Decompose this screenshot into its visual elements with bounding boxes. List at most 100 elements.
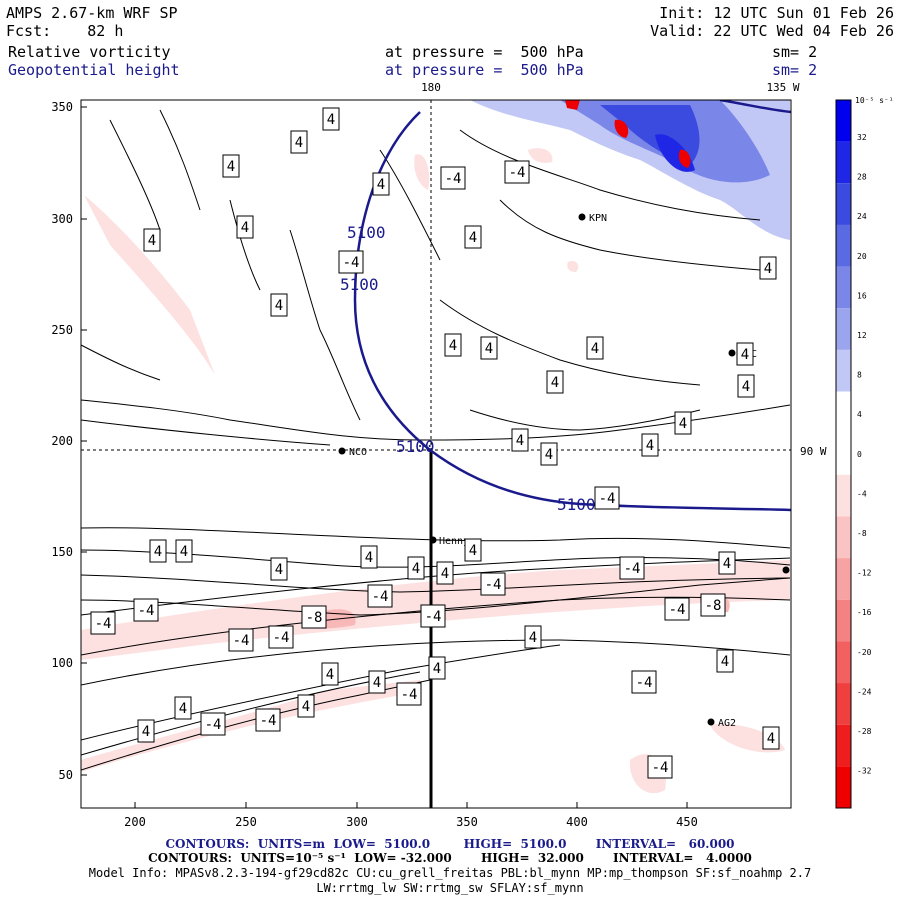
svg-text:4: 4 xyxy=(241,220,249,236)
vorticity-label: 4 xyxy=(674,411,692,435)
svg-text:-8: -8 xyxy=(306,610,323,626)
svg-text:4: 4 xyxy=(180,544,188,560)
lon-label-135w: 135 W xyxy=(766,81,799,94)
station-dot xyxy=(429,536,437,544)
height-contour-5100-north xyxy=(719,100,791,114)
vorticity-label: -4 xyxy=(133,598,159,622)
svg-text:-4: -4 xyxy=(599,491,616,507)
vorticity-label: -4 xyxy=(268,625,294,649)
svg-text:-4: -4 xyxy=(485,577,502,593)
colorbar-segment xyxy=(836,391,851,434)
vorticity-label: -4 xyxy=(664,597,690,621)
svg-text:-4: -4 xyxy=(233,633,250,649)
height-label: 5100 xyxy=(347,223,386,242)
vorticity-label: -4 xyxy=(90,611,116,635)
x-tick-label: 200 xyxy=(124,815,146,829)
y-tick-label: 300 xyxy=(51,212,73,226)
height-label: 5100 xyxy=(340,275,379,294)
svg-text:4: 4 xyxy=(469,230,477,246)
model-info: Model Info: MPASv8.2.3-194-gf29cd82c CU:… xyxy=(88,866,812,880)
vorticity-label: 4 xyxy=(222,154,240,178)
svg-text:-4: -4 xyxy=(95,616,112,632)
svg-text:4: 4 xyxy=(154,544,162,560)
height-contour-info: CONTOURS: UNITS=m LOW= 5100.0 HIGH= 5100… xyxy=(165,837,735,851)
y-tick-label: 350 xyxy=(51,100,73,114)
svg-text:-4: -4 xyxy=(669,602,686,618)
vorticity-label: 4 xyxy=(464,225,482,249)
vorticity-label: -4 xyxy=(396,682,422,706)
svg-text:4: 4 xyxy=(646,438,654,454)
vorticity-label: -8 xyxy=(700,593,726,617)
svg-text:-4: -4 xyxy=(636,675,653,691)
colorbar-segment xyxy=(836,724,851,767)
vorticity-label: 4 xyxy=(436,561,454,585)
vorticity-label: 4 xyxy=(236,215,254,239)
svg-text:-4: -4 xyxy=(273,630,290,646)
station-dot xyxy=(338,447,346,455)
colorbar-segment xyxy=(836,308,851,350)
vorticity-label: -4 xyxy=(228,628,254,652)
svg-text:-8: -8 xyxy=(705,598,722,614)
vorticity-label: 4 xyxy=(540,442,558,466)
vorticity-label: 4 xyxy=(546,370,564,394)
svg-text:4: 4 xyxy=(433,661,441,677)
vorticity-label: 4 xyxy=(321,662,339,686)
y-tick-label: 100 xyxy=(51,656,73,670)
vorticity-label: 4 xyxy=(143,228,161,252)
y-tick-label: 250 xyxy=(51,323,73,337)
svg-text:4: 4 xyxy=(373,675,381,691)
lon-label-90w: 90 W xyxy=(800,445,827,458)
x-tick-label: 450 xyxy=(676,815,698,829)
vorticity-label: -4 xyxy=(594,486,620,510)
height-contour-5100 xyxy=(353,111,791,512)
forecast-hour: Fcst: 82 h xyxy=(6,22,124,40)
colorbar-label: 24 xyxy=(857,212,867,221)
station-label-ag2: AG2 xyxy=(718,718,736,729)
vorticity-label: 4 xyxy=(444,333,462,357)
vorticity-label: -4 xyxy=(420,604,446,628)
vorticity-label: 4 xyxy=(762,726,780,750)
vorticity-label: -4 xyxy=(440,166,466,190)
positive-vorticity-shading xyxy=(470,100,790,240)
vorticity-label: 4 xyxy=(759,256,777,280)
svg-text:-4: -4 xyxy=(260,713,277,729)
colorbar-label: -32 xyxy=(857,767,872,776)
colorbar-segment xyxy=(836,516,851,559)
vorticity-label: -8 xyxy=(301,605,327,629)
x-tick-label: 250 xyxy=(235,815,257,829)
vorticity-label: 4 xyxy=(372,172,390,196)
field2-name: Geopotential height xyxy=(8,61,180,79)
svg-text:-4: -4 xyxy=(652,760,669,776)
vorticity-label: 4 xyxy=(718,551,736,575)
station-label-kpn: KPN xyxy=(589,213,607,224)
vorticity-label: 4 xyxy=(641,433,659,457)
colorbar-segment xyxy=(836,433,851,475)
vorticity-contour-info: CONTOURS: UNITS=10⁻⁵ s⁻¹ LOW= -32.000 HI… xyxy=(148,851,752,865)
vorticity-label: 4 xyxy=(290,130,308,154)
svg-text:4: 4 xyxy=(142,724,150,740)
valid-time: Valid: 22 UTC Wed 04 Feb 26 xyxy=(650,22,894,40)
svg-text:4: 4 xyxy=(545,447,553,463)
svg-text:4: 4 xyxy=(529,630,537,646)
station-dot xyxy=(782,566,790,574)
svg-text:4: 4 xyxy=(764,261,772,277)
svg-text:-4: -4 xyxy=(624,561,641,577)
vorticity-label: -4 xyxy=(631,670,657,694)
colorbar-label: 12 xyxy=(857,331,867,340)
svg-text:4: 4 xyxy=(302,699,310,715)
colorbar-segment xyxy=(836,141,851,184)
svg-text:4: 4 xyxy=(275,562,283,578)
vorticity-label: -4 xyxy=(480,572,506,596)
vorticity-label: 4 xyxy=(174,696,192,720)
colorbar-segment xyxy=(836,100,851,142)
vorticity-label: 4 xyxy=(407,556,425,580)
field2-pressure: at pressure = 500 hPa xyxy=(385,61,584,79)
colorbar-label: 32 xyxy=(857,133,867,142)
svg-text:4: 4 xyxy=(295,135,303,151)
vorticity-labels: 4 4 4 4 -4 -4 4 4 4 -4 4 4 4 4 4 4 4 4 4 4 4 4 -4 4 4 4 4 4 4 4 -4 -4 -4… xyxy=(90,107,780,779)
svg-text:4: 4 xyxy=(441,566,449,582)
x-tick-label: 400 xyxy=(566,815,588,829)
svg-text:4: 4 xyxy=(679,416,687,432)
height-labels: 5100 5100 5100 5100 xyxy=(340,223,596,514)
field1-smoothing: sm= 2 xyxy=(772,43,818,61)
